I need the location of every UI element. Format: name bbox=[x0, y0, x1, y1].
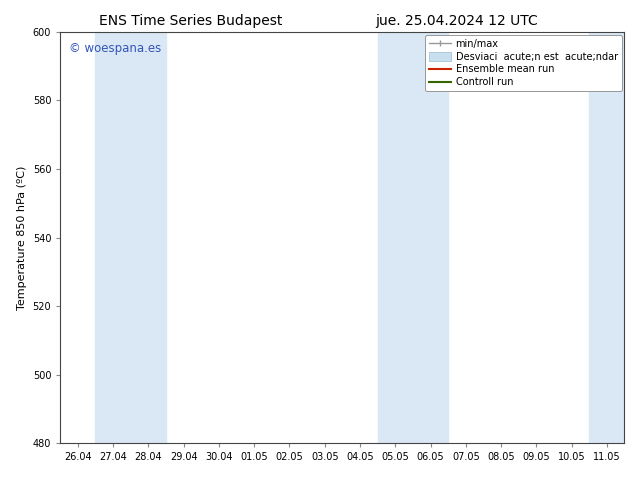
Text: ENS Time Series Budapest: ENS Time Series Budapest bbox=[98, 14, 282, 28]
Y-axis label: Temperature 850 hPa (ºC): Temperature 850 hPa (ºC) bbox=[17, 166, 27, 310]
Bar bbox=[96, 32, 166, 443]
Bar bbox=[589, 32, 624, 443]
Text: © woespana.es: © woespana.es bbox=[68, 42, 161, 55]
Text: jue. 25.04.2024 12 UTC: jue. 25.04.2024 12 UTC bbox=[375, 14, 538, 28]
Legend: min/max, Desviaci  acute;n est  acute;ndar, Ensemble mean run, Controll run: min/max, Desviaci acute;n est acute;ndar… bbox=[425, 35, 621, 91]
Bar bbox=[378, 32, 448, 443]
